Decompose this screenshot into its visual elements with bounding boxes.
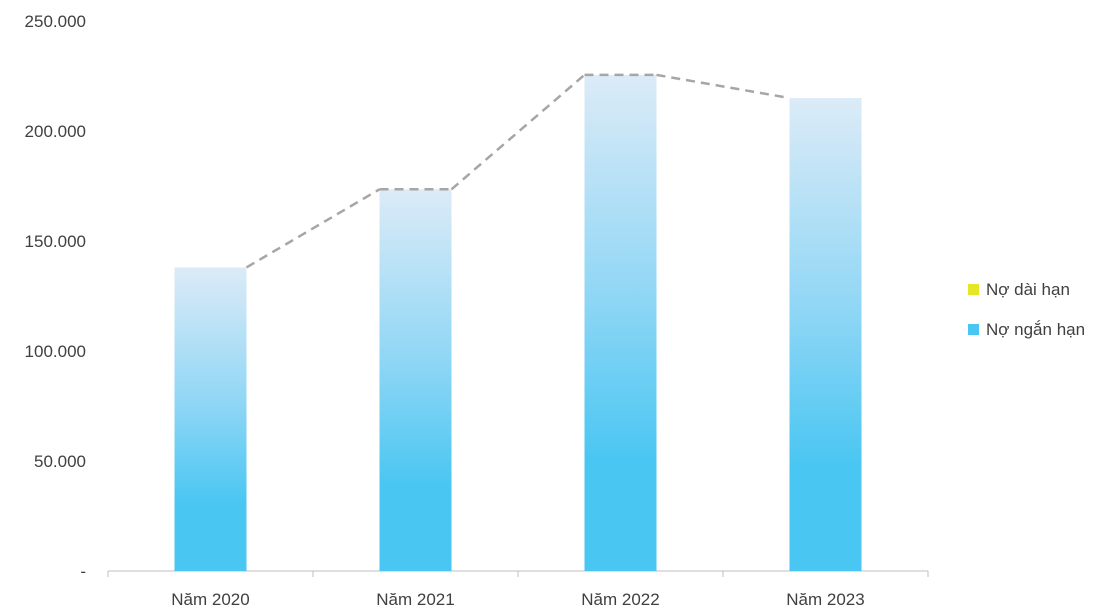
legend-swatch bbox=[968, 284, 979, 295]
label-layer: - 50.000 100.000 150.000 200.000 250.000 Năm 2… bbox=[25, 12, 865, 609]
x-tick-label: Năm 2021 bbox=[376, 590, 454, 609]
x-tick-label: Năm 2020 bbox=[171, 590, 249, 609]
bar-no-ngan-han bbox=[379, 189, 452, 572]
legend: Nợ dài hạn Nợ ngắn hạn bbox=[968, 280, 1085, 339]
y-tick-label: - bbox=[80, 562, 86, 581]
bar-layer bbox=[174, 74, 862, 572]
bar-no-ngan-han bbox=[789, 98, 862, 571]
bar-no-ngan-han bbox=[174, 267, 247, 571]
x-tick-label: Năm 2023 bbox=[786, 590, 864, 609]
legend-swatch bbox=[968, 324, 979, 335]
axis-layer bbox=[107, 570, 929, 577]
y-tick-label: 50.000 bbox=[34, 452, 86, 471]
legend-label: Nợ ngắn hạn bbox=[986, 320, 1085, 339]
x-tick-label: Năm 2022 bbox=[581, 590, 659, 609]
legend-label: Nợ dài hạn bbox=[986, 280, 1070, 299]
line-layer bbox=[245, 73, 790, 269]
y-tick-label: 200.000 bbox=[25, 122, 86, 141]
total-line-segment bbox=[656, 73, 790, 100]
bar-no-ngan-han bbox=[584, 74, 657, 572]
y-tick-label: 250.000 bbox=[25, 12, 86, 31]
total-line-segment bbox=[450, 73, 586, 191]
y-tick-label: 150.000 bbox=[25, 232, 86, 251]
total-line-segment bbox=[245, 188, 381, 269]
y-tick-label: 100.000 bbox=[25, 342, 86, 361]
